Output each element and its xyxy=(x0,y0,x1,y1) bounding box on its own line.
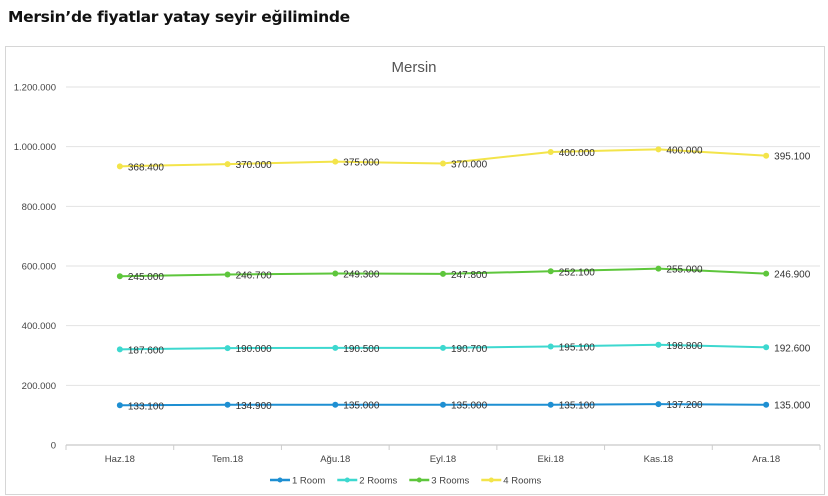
data-point xyxy=(547,343,554,350)
data-label: 195.100 xyxy=(559,342,596,353)
legend-label: 3 Rooms xyxy=(431,476,469,487)
data-point xyxy=(655,265,662,272)
x-tick-label: Tem.18 xyxy=(212,454,243,465)
legend-marker xyxy=(488,477,494,483)
data-point xyxy=(547,268,554,275)
x-tick-label: Ağu.18 xyxy=(320,454,350,465)
data-point xyxy=(655,341,662,348)
data-point xyxy=(332,158,339,165)
data-label: 190.500 xyxy=(343,344,380,355)
data-point xyxy=(655,401,662,408)
y-tick-label: 800.000 xyxy=(22,202,56,213)
x-tick-label: Haz.18 xyxy=(105,454,135,465)
y-tick-label: 600.000 xyxy=(22,262,56,273)
data-label: 190.000 xyxy=(236,344,273,355)
legend-label: 2 Rooms xyxy=(359,476,397,487)
headline: Mersin’de fiyatlar yatay seyir eğilimind… xyxy=(8,8,350,26)
data-label: 192.600 xyxy=(774,343,811,354)
data-label: 246.700 xyxy=(236,270,273,281)
legend-label: 1 Room xyxy=(292,476,325,487)
data-point xyxy=(332,401,339,408)
data-label: 187.600 xyxy=(128,345,165,356)
data-point xyxy=(116,402,123,409)
data-point xyxy=(224,271,231,278)
data-point xyxy=(116,346,123,353)
y-tick-label: 200.000 xyxy=(22,381,56,392)
legend-marker xyxy=(277,477,283,483)
data-point xyxy=(440,270,446,277)
data-point xyxy=(332,270,339,277)
data-point xyxy=(440,401,446,408)
data-label: 368.400 xyxy=(128,162,165,173)
data-label: 137.200 xyxy=(666,400,703,411)
data-point xyxy=(224,401,231,408)
data-label: 247.800 xyxy=(451,270,488,281)
data-label: 400.000 xyxy=(666,145,703,156)
y-tick-label: 1.200.000 xyxy=(14,83,56,94)
data-point xyxy=(224,161,231,168)
data-label: 133.100 xyxy=(128,401,165,412)
data-label: 249.300 xyxy=(343,270,380,281)
data-label: 370.000 xyxy=(451,160,488,171)
x-tick-label: Eyl.18 xyxy=(430,454,456,465)
chart-frame xyxy=(5,46,825,495)
chart-title: Mersin xyxy=(391,59,436,76)
data-label: 252.100 xyxy=(559,267,596,278)
legend-label: 4 Rooms xyxy=(503,476,541,487)
data-point xyxy=(116,163,123,170)
data-label: 135.000 xyxy=(343,401,380,412)
data-point xyxy=(547,401,554,408)
data-point xyxy=(763,401,770,408)
data-point xyxy=(440,160,446,167)
data-label: 395.100 xyxy=(774,152,811,163)
data-label: 375.000 xyxy=(343,158,380,169)
data-point xyxy=(763,270,770,277)
data-point xyxy=(440,344,446,351)
data-label: 400.000 xyxy=(559,148,596,159)
x-tick-label: Kas.18 xyxy=(644,454,674,465)
data-label: 135.000 xyxy=(774,401,811,412)
data-label: 190.700 xyxy=(451,344,488,355)
x-tick-label: Eki.18 xyxy=(538,454,564,465)
data-label: 135.000 xyxy=(451,401,488,412)
data-point xyxy=(655,146,662,153)
x-tick-label: Ara.18 xyxy=(752,454,780,465)
y-tick-label: 400.000 xyxy=(22,321,56,332)
data-label: 135.100 xyxy=(559,401,596,412)
data-label: 134.900 xyxy=(236,401,273,412)
legend-marker xyxy=(416,477,422,483)
data-point xyxy=(116,273,123,280)
legend-marker xyxy=(344,477,350,483)
data-point xyxy=(224,345,231,352)
y-tick-label: 1.000.000 xyxy=(14,142,56,153)
data-point xyxy=(547,148,554,155)
data-label: 246.900 xyxy=(774,270,811,281)
data-point xyxy=(763,344,770,351)
data-label: 370.000 xyxy=(236,160,273,171)
data-label: 245.000 xyxy=(128,272,165,283)
y-tick-label: 0 xyxy=(51,441,56,452)
data-label: 255.000 xyxy=(666,265,703,276)
data-point xyxy=(332,344,339,351)
data-label: 198.800 xyxy=(666,341,703,352)
data-point xyxy=(763,152,770,159)
